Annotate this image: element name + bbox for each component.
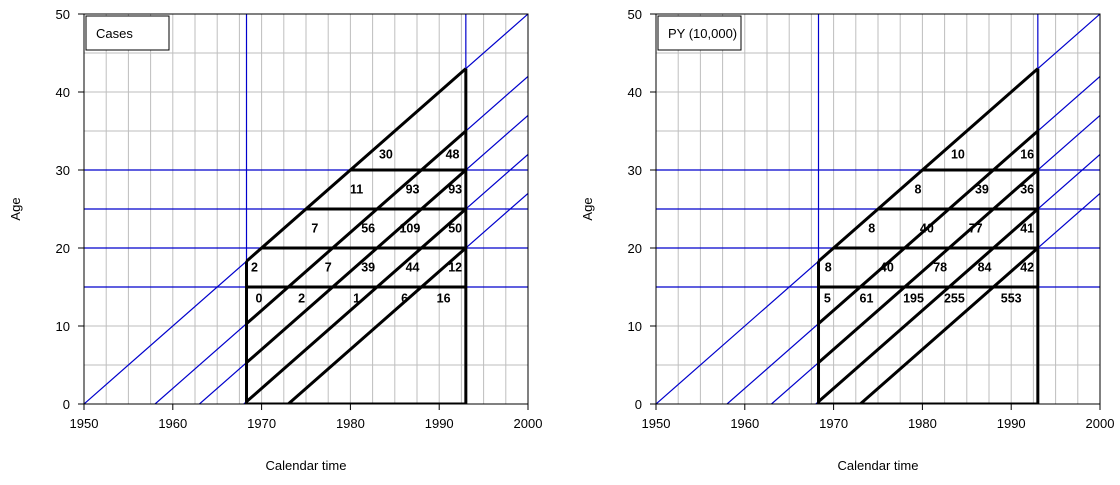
y-tick-label: 10	[628, 319, 642, 334]
cell-value-label: 10	[951, 147, 965, 161]
y-axis-title: Age	[580, 197, 595, 220]
cell-value-label: 56	[361, 222, 375, 236]
region-cohort-line	[817, 129, 1039, 325]
cell-value-label: 40	[880, 261, 894, 275]
region-cohort-line	[245, 67, 467, 263]
cell-value-label: 5	[824, 292, 831, 306]
cell-value-label: 11	[350, 183, 363, 197]
cell-value-label: 39	[975, 183, 989, 197]
cell-value-label: 255	[944, 292, 965, 306]
cell-value-label: 2	[251, 261, 258, 275]
blue-cohort-line	[154, 75, 528, 404]
region-cohort-line	[817, 168, 1039, 364]
region-cohort-line	[817, 207, 1039, 403]
cell-value-label: 41	[1020, 222, 1034, 236]
blue-cohort-line	[771, 114, 1100, 404]
chart-panel-2: 1950 1960 1970 1980 1990 2000 0 10 20 30 40 50 Calen…	[580, 7, 1115, 473]
cell-value-label: 8	[825, 261, 832, 275]
region-cohort-line	[245, 207, 467, 403]
cell-value-label: 16	[437, 292, 451, 306]
blue-cohort-line	[287, 192, 528, 404]
region-cohort-line	[245, 129, 467, 325]
x-tick-label: 1960	[158, 416, 187, 431]
cell-value-label: 16	[1020, 147, 1034, 161]
cell-value-label: 12	[448, 261, 462, 275]
cell-value-label: 8	[914, 183, 921, 197]
y-tick-label: 50	[628, 7, 642, 22]
cell-value-label: 50	[448, 222, 462, 236]
plot-area	[84, 14, 528, 404]
cell-value-label: 7	[311, 222, 318, 236]
y-tick-label: 10	[56, 319, 70, 334]
x-tick-label: 1970	[247, 416, 276, 431]
cell-value-label: 553	[1001, 292, 1022, 306]
cell-value-label: 36	[1020, 183, 1034, 197]
y-axis-title: Age	[8, 197, 23, 220]
cell-value-label: 1	[353, 292, 360, 306]
y-tick-label: 30	[628, 163, 642, 178]
cell-value-label: 0	[255, 292, 262, 306]
cell-value-label: 6	[401, 292, 408, 306]
region-cohort-line	[859, 246, 1039, 404]
cell-value-label: 7	[325, 261, 332, 275]
cell-value-label: 78	[933, 261, 947, 275]
cell-value-label: 61	[860, 292, 874, 306]
cell-value-label: 48	[446, 147, 460, 161]
x-tick-label: 1990	[997, 416, 1026, 431]
y-tick-label: 20	[56, 241, 70, 256]
y-tick-label: 20	[628, 241, 642, 256]
cell-value-label: 2	[298, 292, 305, 306]
x-tick-label: 1970	[819, 416, 848, 431]
region-cohort-line	[817, 67, 1039, 263]
cell-value-label: 195	[903, 292, 924, 306]
cell-value-label: 30	[379, 147, 393, 161]
x-axis-title: Calendar time	[838, 458, 919, 473]
y-tick-label: 40	[628, 85, 642, 100]
blue-cohort-line	[815, 153, 1100, 404]
cell-value-label: 77	[969, 222, 983, 236]
x-tick-label: 2000	[514, 416, 543, 431]
y-tick-label: 50	[56, 7, 70, 22]
cell-value-label: 8	[868, 222, 875, 236]
cell-value-label: 44	[406, 261, 420, 275]
y-tick-label: 0	[63, 397, 70, 412]
blue-cohort-line	[726, 75, 1100, 404]
x-axis-title: Calendar time	[266, 458, 347, 473]
region-cohort-line	[245, 168, 467, 364]
y-tick-label: 30	[56, 163, 70, 178]
legend-box	[657, 15, 742, 51]
x-tick-label: 2000	[1086, 416, 1115, 431]
x-tick-label: 1980	[336, 416, 365, 431]
plot-frame	[655, 13, 1101, 405]
legend-box	[85, 15, 170, 51]
x-tick-label: 1950	[70, 416, 99, 431]
blue-cohort-line	[859, 192, 1100, 404]
chart-panel-1: 1950 1960 1970 1980 1990 200001020304050Calen…	[8, 7, 543, 473]
x-tick-label: 1980	[908, 416, 937, 431]
cell-value-label: 40	[920, 222, 934, 236]
region-cohort-line	[287, 246, 467, 404]
legend-label: Cases	[96, 26, 133, 41]
y-tick-label: 40	[56, 85, 70, 100]
cell-value-label: 42	[1020, 261, 1034, 275]
cell-value-label: 109	[399, 222, 420, 236]
y-tick-label: 0	[635, 397, 642, 412]
legend-label: PY (10,000)	[668, 26, 737, 41]
cell-value-label: 84	[978, 261, 992, 275]
plot-frame	[83, 13, 529, 405]
x-tick-label: 1960	[730, 416, 759, 431]
x-tick-label: 1990	[425, 416, 454, 431]
plot-area	[656, 14, 1100, 404]
blue-cohort-line	[243, 153, 528, 404]
cell-value-label: 93	[448, 183, 462, 197]
cell-value-label: 39	[361, 261, 375, 275]
x-tick-label: 1950	[642, 416, 671, 431]
cell-value-label: 93	[406, 183, 420, 197]
